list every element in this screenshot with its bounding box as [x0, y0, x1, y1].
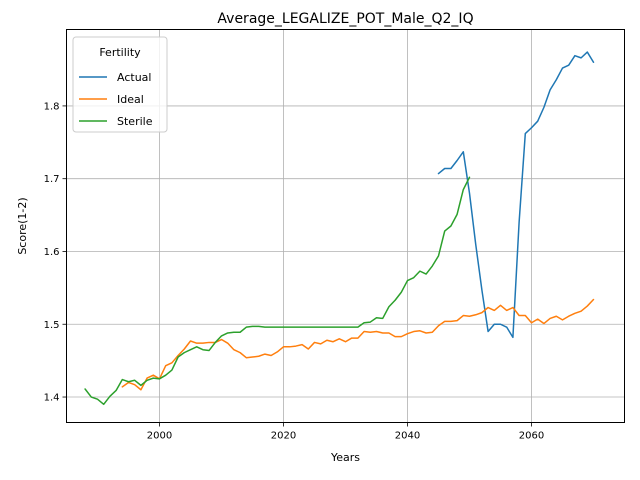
x-tick-label: 2060: [519, 431, 544, 442]
legend-title: Fertility: [99, 46, 141, 59]
y-tick-label: 1.5: [44, 320, 60, 331]
legend-label-sterile: Sterile: [117, 115, 153, 128]
y-tick-label: 1.6: [44, 247, 60, 258]
y-axis-ticks: 1.4 1.5 1.6 1.7 1.8: [44, 101, 67, 404]
series-line-sterile: [84, 176, 471, 406]
y-tick-label: 1.7: [44, 174, 60, 185]
legend-items: Actual Ideal Sterile: [79, 71, 153, 128]
legend-box: [72, 36, 168, 133]
x-axis-ticks: 2000 2020 2040 2060: [147, 422, 544, 442]
plot-frame: [66, 29, 625, 423]
x-axis-label: Years: [330, 451, 360, 464]
x-tick-label: 2020: [271, 431, 296, 442]
y-tick-label: 1.4: [44, 393, 60, 404]
series-line-actual: [437, 51, 595, 339]
y-axis-label: Score(1-2): [16, 197, 29, 254]
legend: Fertility Actual Ideal Sterile: [72, 36, 168, 133]
legend-label-actual: Actual: [117, 71, 151, 84]
x-tick-label: 2000: [147, 431, 172, 442]
series-lines: [84, 51, 595, 406]
chart-title: Average_LEGALIZE_POT_Male_Q2_IQ: [217, 11, 473, 27]
y-tick-label: 1.8: [44, 101, 60, 112]
x-tick-label: 2040: [395, 431, 420, 442]
series-line-ideal: [121, 298, 595, 391]
legend-label-ideal: Ideal: [117, 93, 144, 106]
